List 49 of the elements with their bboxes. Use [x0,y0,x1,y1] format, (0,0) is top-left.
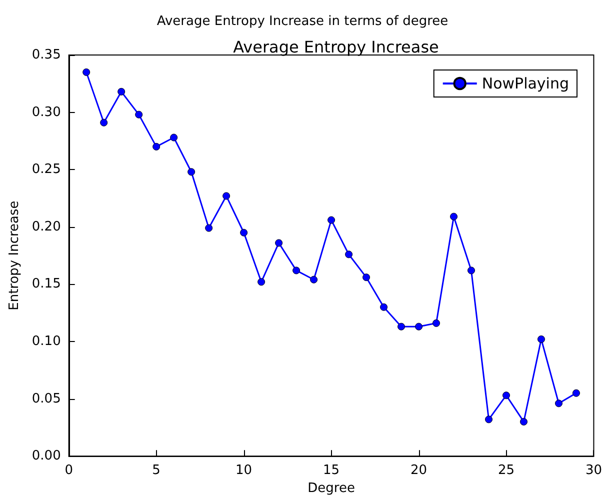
x-tick-label: 0 [64,463,73,478]
point [135,110,143,118]
y-tick-label: 0.30 [32,104,61,120]
x-axis-title: Degree [308,481,355,496]
point [572,389,580,397]
point [415,322,423,330]
y-tick-label: 0.00 [32,448,61,464]
point [502,392,510,400]
y-tick-label: 0.20 [32,219,61,234]
y-tick-label: 0.10 [32,334,61,349]
point [520,418,528,426]
point [468,266,476,274]
point [222,192,230,200]
point [240,228,248,236]
x-tick-label: 5 [152,463,160,478]
x-tick-label: 10 [236,463,252,478]
point [328,216,336,224]
point [380,303,388,311]
point [152,142,160,150]
y-tick-label: 0.25 [32,162,61,178]
point [398,322,406,330]
point [188,168,196,176]
y-tick-label: 0.35 [32,48,61,62]
y-tick-label: 0.05 [32,391,61,406]
x-tick-label: 30 [585,463,602,478]
legend-label: NowPlaying [482,74,570,92]
point [362,274,370,282]
point [432,319,440,327]
point [345,250,353,258]
point [554,400,562,408]
point [275,239,283,247]
y-axis-title: Entropy Increase [7,200,22,310]
point [450,212,458,220]
point [170,134,178,142]
point [100,118,108,126]
point [485,416,492,424]
point [258,278,266,286]
point [292,266,300,274]
point [118,88,126,96]
point [538,335,545,343]
x-tick-label: 25 [498,463,515,478]
point [205,224,213,232]
chart-title: Average Entropy Increase in terms of degree [156,14,448,29]
x-tick-label: 15 [323,463,340,478]
x-tick-label: 20 [410,463,428,478]
point [82,68,90,76]
y-tick-label: 0.15 [32,276,61,292]
chart-subtitle: Average Entropy Increase [233,38,439,56]
point [310,276,318,284]
